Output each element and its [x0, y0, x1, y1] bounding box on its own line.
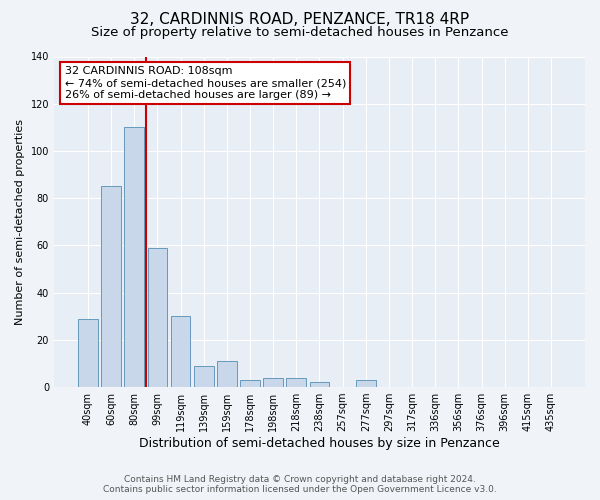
- Text: 32, CARDINNIS ROAD, PENZANCE, TR18 4RP: 32, CARDINNIS ROAD, PENZANCE, TR18 4RP: [130, 12, 470, 28]
- Text: Contains HM Land Registry data © Crown copyright and database right 2024.
Contai: Contains HM Land Registry data © Crown c…: [103, 474, 497, 494]
- Bar: [310, 382, 329, 387]
- Bar: [286, 378, 306, 387]
- Bar: [356, 380, 376, 387]
- X-axis label: Distribution of semi-detached houses by size in Penzance: Distribution of semi-detached houses by …: [139, 437, 500, 450]
- Text: Size of property relative to semi-detached houses in Penzance: Size of property relative to semi-detach…: [91, 26, 509, 39]
- Bar: [170, 316, 190, 387]
- Y-axis label: Number of semi-detached properties: Number of semi-detached properties: [15, 119, 25, 325]
- Bar: [217, 361, 236, 387]
- Bar: [194, 366, 214, 387]
- Bar: [101, 186, 121, 387]
- Bar: [124, 128, 144, 387]
- Bar: [78, 318, 98, 387]
- Bar: [148, 248, 167, 387]
- Bar: [240, 380, 260, 387]
- Bar: [263, 378, 283, 387]
- Text: 32 CARDINNIS ROAD: 108sqm
← 74% of semi-detached houses are smaller (254)
26% of: 32 CARDINNIS ROAD: 108sqm ← 74% of semi-…: [65, 66, 346, 100]
